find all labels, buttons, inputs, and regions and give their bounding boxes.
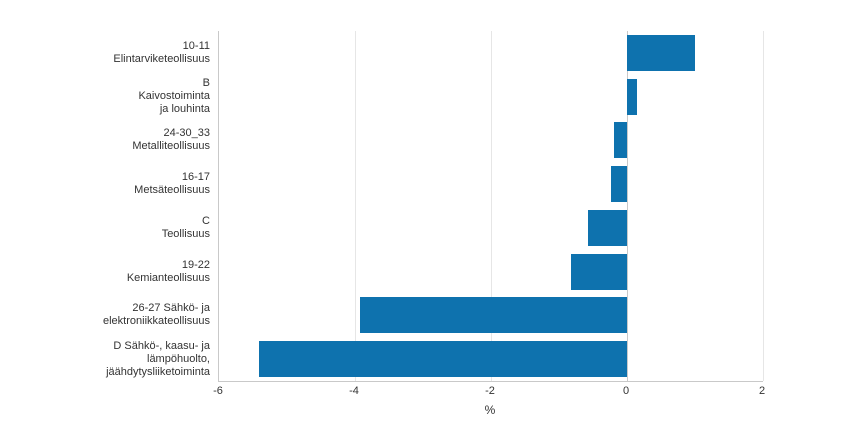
category-label-6: 26-27 Sähkö- ja elektroniikkateollisuus xyxy=(103,302,210,328)
category-label-2: 24-30_33 Metalliteollisuus xyxy=(132,127,210,153)
x-tick-label-2: 2 xyxy=(758,385,766,397)
x-tick-label--4: -4 xyxy=(349,385,359,397)
bar-6[interactable] xyxy=(359,297,627,334)
category-label-7: D Sähkö-, kaasu- ja lämpöhuolto, jäähdyt… xyxy=(106,339,210,378)
category-label-1: B Kaivostoiminta ja louhinta xyxy=(138,77,210,116)
zero-gridline xyxy=(626,31,628,381)
bar-4[interactable] xyxy=(588,209,627,246)
gridline xyxy=(354,31,356,381)
bar-1[interactable] xyxy=(627,78,638,115)
category-label-3: 16-17 Metsäteollisuus xyxy=(134,171,210,197)
x-tick-label--6: -6 xyxy=(213,385,223,397)
category-label-5: 19-22 Kemianteollisuus xyxy=(126,258,210,284)
plot-area xyxy=(218,31,764,382)
category-label-4: C Teollisuus xyxy=(161,214,210,240)
gridline xyxy=(490,31,492,381)
x-axis-title: % xyxy=(484,403,496,417)
category-label-0: 10-11 Elintarviketeollisuus xyxy=(113,39,210,65)
bar-0[interactable] xyxy=(627,34,695,71)
x-tick-label-0: 0 xyxy=(622,385,630,397)
bar-5[interactable] xyxy=(570,253,627,290)
category-axis: 10-11 Elintarviketeollisuus B Kaivostoimi… xyxy=(0,31,210,381)
bar-2[interactable] xyxy=(614,122,627,159)
x-tick-label--2: -2 xyxy=(485,385,495,397)
gridline xyxy=(762,31,764,381)
bar-7[interactable] xyxy=(259,341,627,378)
bar-3[interactable] xyxy=(611,166,627,203)
